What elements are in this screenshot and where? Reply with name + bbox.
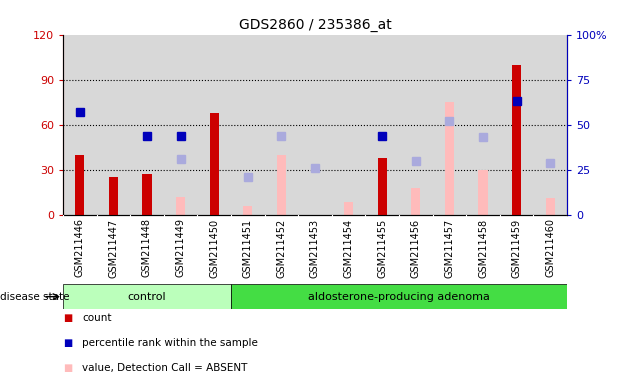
- Text: GSM211460: GSM211460: [545, 218, 555, 278]
- Text: GSM211454: GSM211454: [343, 218, 353, 278]
- Text: GSM211459: GSM211459: [512, 218, 522, 278]
- Text: aldosterone-producing adenoma: aldosterone-producing adenoma: [308, 291, 490, 302]
- Text: count: count: [82, 313, 112, 323]
- Text: GSM211446: GSM211446: [75, 218, 85, 278]
- Text: GSM211448: GSM211448: [142, 218, 152, 278]
- Bar: [75, 155, 84, 215]
- Text: GSM211449: GSM211449: [176, 218, 186, 278]
- Bar: [512, 65, 521, 215]
- Bar: [478, 170, 488, 215]
- Bar: [243, 206, 253, 215]
- Text: GSM211453: GSM211453: [310, 218, 320, 278]
- Text: percentile rank within the sample: percentile rank within the sample: [82, 338, 258, 348]
- Bar: [231, 284, 567, 309]
- Bar: [63, 284, 231, 309]
- Text: GSM211451: GSM211451: [243, 218, 253, 278]
- Text: ■: ■: [63, 338, 72, 348]
- Text: GSM211450: GSM211450: [209, 218, 219, 278]
- Bar: [411, 188, 420, 215]
- Bar: [277, 155, 286, 215]
- Bar: [546, 199, 555, 215]
- Text: GSM211458: GSM211458: [478, 218, 488, 278]
- Bar: [109, 177, 118, 215]
- Bar: [210, 113, 219, 215]
- Bar: [377, 158, 387, 215]
- Text: GSM211457: GSM211457: [444, 218, 454, 278]
- Text: control: control: [128, 291, 166, 302]
- Text: GSM211456: GSM211456: [411, 218, 421, 278]
- Bar: [176, 197, 185, 215]
- Text: ■: ■: [63, 313, 72, 323]
- Bar: [445, 102, 454, 215]
- Title: GDS2860 / 235386_at: GDS2860 / 235386_at: [239, 18, 391, 32]
- Bar: [344, 202, 353, 215]
- Text: GSM211447: GSM211447: [108, 218, 118, 278]
- Text: GSM211452: GSM211452: [277, 218, 287, 278]
- Bar: [142, 174, 152, 215]
- Text: GSM211455: GSM211455: [377, 218, 387, 278]
- Text: disease state: disease state: [0, 291, 69, 302]
- Text: value, Detection Call = ABSENT: value, Detection Call = ABSENT: [82, 363, 247, 373]
- Text: ■: ■: [63, 363, 72, 373]
